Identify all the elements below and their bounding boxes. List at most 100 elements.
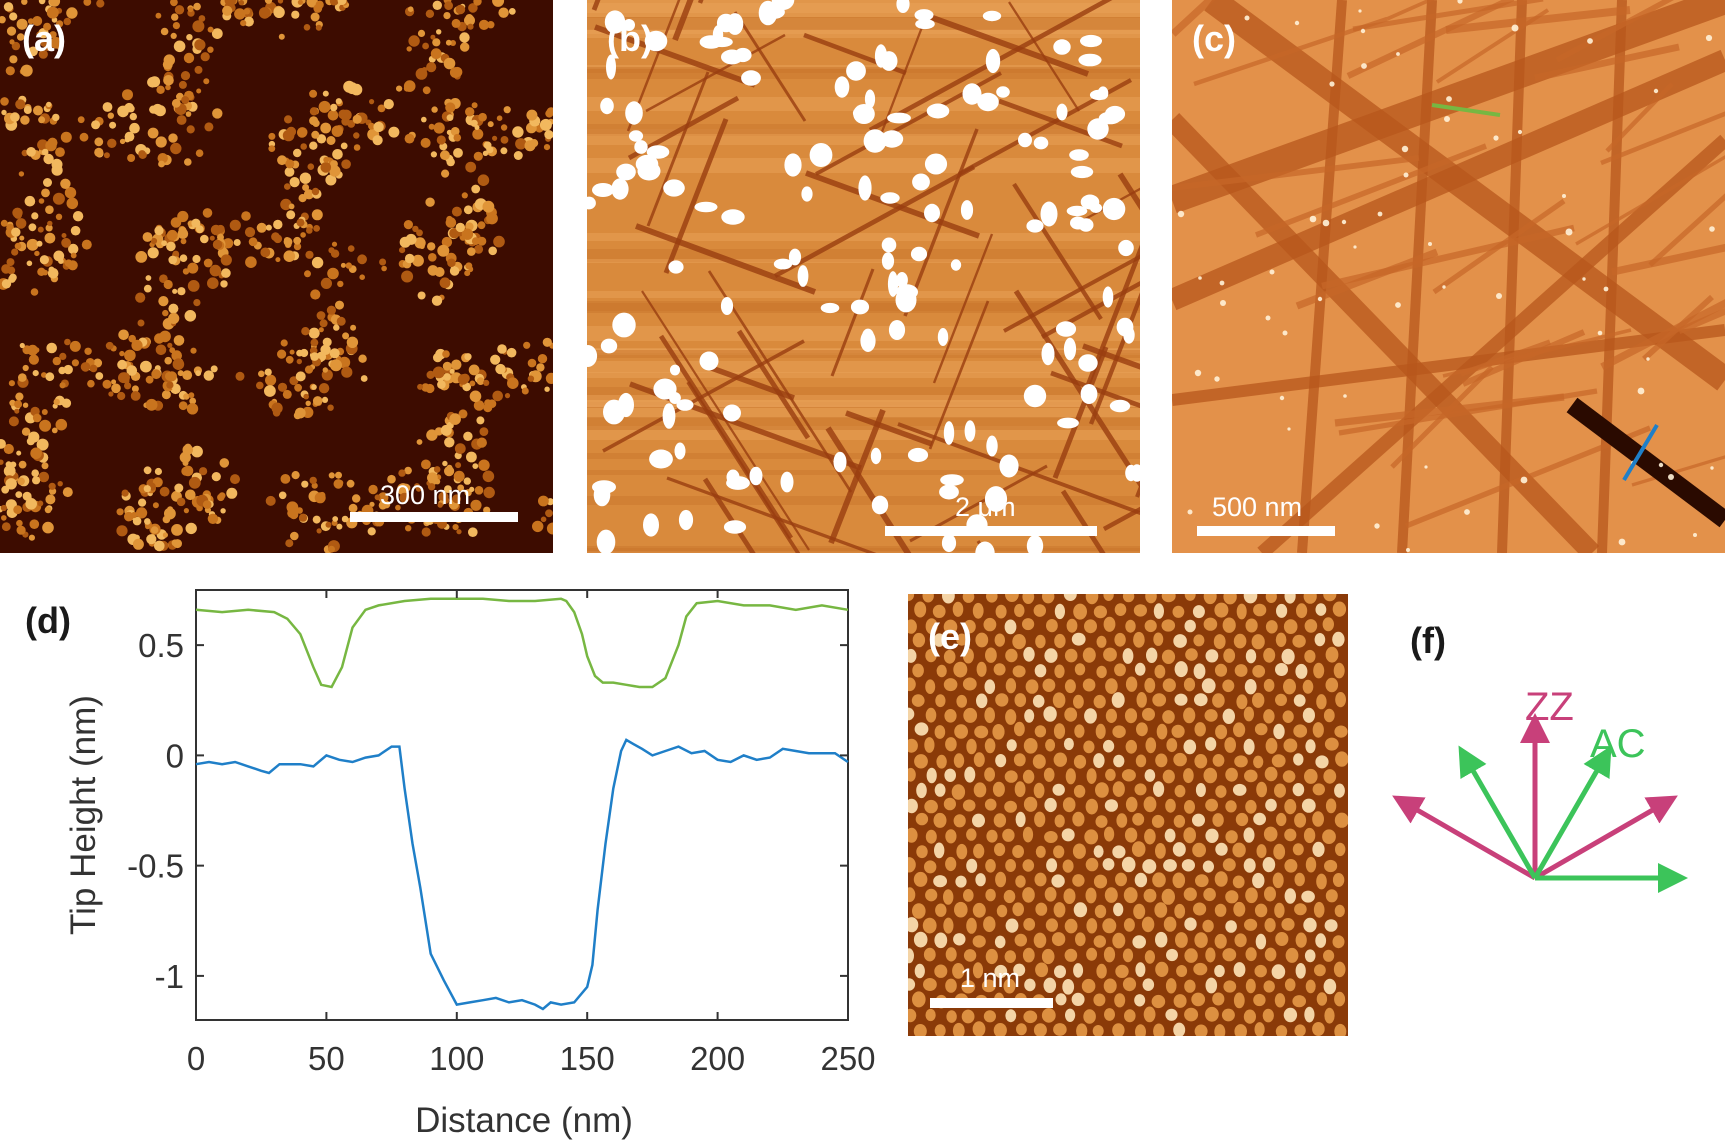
scan-stripe xyxy=(587,129,1140,145)
atom xyxy=(1304,649,1316,663)
island-grain xyxy=(52,192,65,205)
atom xyxy=(1273,723,1285,740)
atom xyxy=(1085,798,1098,815)
atom xyxy=(1054,965,1066,979)
atom xyxy=(1174,903,1186,919)
atom xyxy=(1076,1023,1088,1036)
particle xyxy=(1089,89,1109,101)
island-grain xyxy=(151,369,162,380)
trench-line xyxy=(1088,292,1140,425)
atom xyxy=(945,737,957,752)
island-grain xyxy=(220,280,228,288)
atom xyxy=(925,618,938,635)
island-grain xyxy=(320,122,332,134)
island-grain xyxy=(258,370,265,378)
island-grain xyxy=(27,344,38,356)
island-grain xyxy=(45,372,55,382)
particle xyxy=(809,143,833,167)
atom xyxy=(1313,662,1325,679)
island-grain xyxy=(187,262,199,274)
island-grain xyxy=(327,110,339,121)
atom xyxy=(1051,932,1066,947)
particle xyxy=(1080,34,1102,48)
atom xyxy=(1073,963,1084,978)
atom xyxy=(1005,918,1019,933)
particle xyxy=(603,399,625,425)
atom xyxy=(1034,872,1047,887)
island-grain xyxy=(207,513,219,524)
island-grain xyxy=(310,12,320,22)
particle xyxy=(611,178,629,200)
atom xyxy=(1322,617,1334,632)
atom xyxy=(1245,978,1256,994)
island-grain xyxy=(81,239,92,250)
island-grain xyxy=(368,122,375,130)
island-grain xyxy=(296,358,302,365)
island-grain xyxy=(311,256,324,269)
deposit xyxy=(1194,369,1202,377)
particle xyxy=(1063,337,1077,361)
atom xyxy=(1103,739,1115,753)
atom xyxy=(1215,724,1228,740)
atom xyxy=(1124,708,1138,724)
y-tick-label: 0 xyxy=(166,737,184,774)
atom xyxy=(1264,766,1278,782)
island-grain xyxy=(321,396,329,403)
island-grain xyxy=(322,90,329,97)
island-grain xyxy=(183,508,189,514)
island-grain xyxy=(286,210,296,220)
atom xyxy=(1093,993,1106,1007)
island-grain xyxy=(94,147,104,157)
atom xyxy=(1085,887,1097,904)
atom xyxy=(1174,661,1188,678)
atom xyxy=(1006,739,1017,752)
island-grain xyxy=(138,498,147,507)
island-grain xyxy=(450,126,460,136)
atom xyxy=(1252,692,1265,708)
particle xyxy=(887,112,911,124)
deposit xyxy=(1582,277,1586,281)
atom xyxy=(1316,694,1327,710)
deposit xyxy=(1353,245,1357,249)
island-grain xyxy=(45,494,56,505)
island-grain xyxy=(212,239,223,250)
atom xyxy=(1323,949,1335,962)
island-grain xyxy=(173,40,186,53)
island-grain xyxy=(117,391,126,401)
atom xyxy=(1215,785,1227,798)
island-grain xyxy=(348,503,358,513)
atom xyxy=(926,767,937,784)
particle xyxy=(937,328,949,346)
atom xyxy=(908,594,915,602)
atom xyxy=(908,857,916,873)
atom xyxy=(943,797,956,811)
island-grain xyxy=(5,66,15,76)
deposit xyxy=(1220,300,1226,306)
scale-label-b: 2 μm xyxy=(955,492,1016,522)
particle xyxy=(749,466,763,486)
island-grain xyxy=(381,265,387,272)
atom xyxy=(1334,812,1348,828)
island-grain xyxy=(83,0,92,6)
island-grain xyxy=(18,171,25,177)
island-grain xyxy=(41,372,47,378)
island-grain xyxy=(473,0,482,6)
island-grain xyxy=(163,279,173,290)
atom xyxy=(943,678,958,692)
atom xyxy=(1323,978,1337,995)
particle xyxy=(846,61,866,81)
atom xyxy=(1074,724,1085,738)
atom xyxy=(916,845,928,859)
atom xyxy=(972,1021,986,1036)
particle xyxy=(623,19,635,31)
series-line-2 xyxy=(195,738,849,1011)
island-grain xyxy=(533,119,540,126)
island-grain xyxy=(70,252,77,259)
atom xyxy=(986,594,998,603)
short-trench xyxy=(1172,155,1420,191)
island-grain xyxy=(401,270,414,283)
trench-line xyxy=(602,339,805,453)
atom xyxy=(1235,812,1249,827)
atom xyxy=(1042,594,1055,604)
island-grain xyxy=(39,255,50,265)
